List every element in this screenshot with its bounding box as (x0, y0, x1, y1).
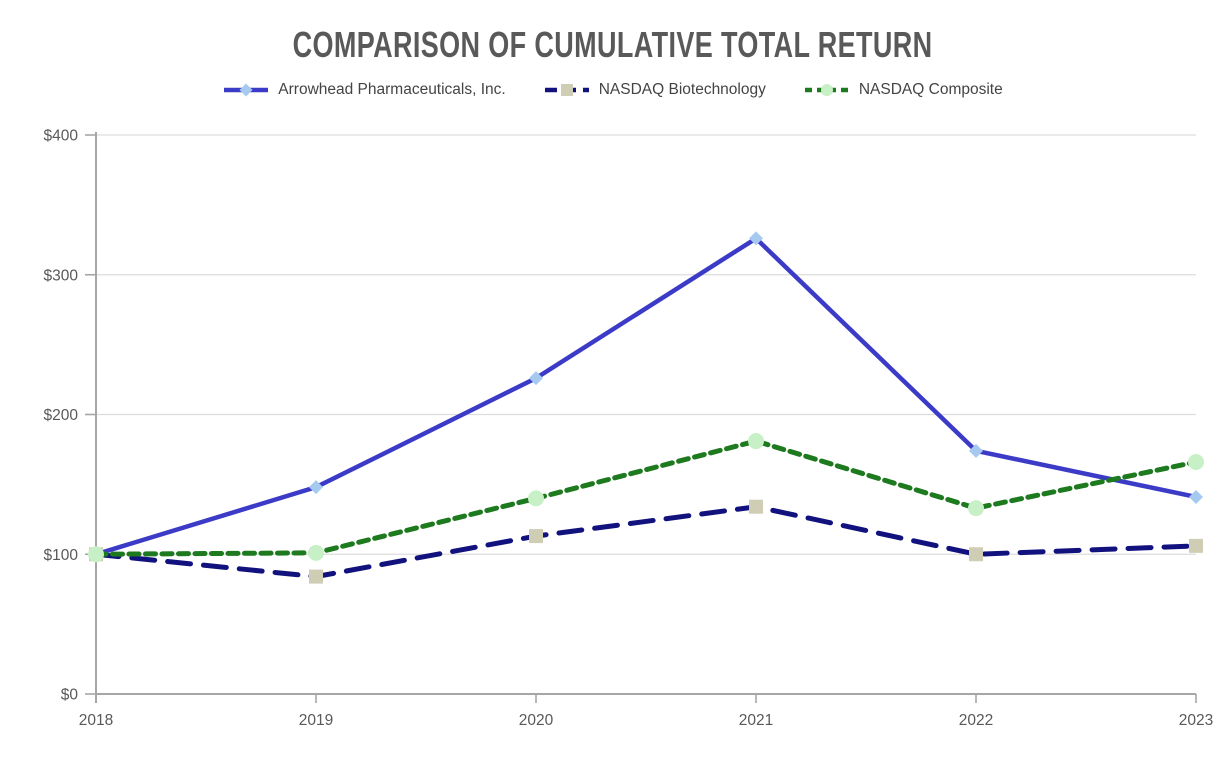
legend-item-nasdaq-composite: NASDAQ Composite (804, 81, 1003, 99)
legend-label: Arrowhead Pharmaceuticals, Inc. (278, 81, 506, 98)
y-axis-tick-label: $0 (61, 687, 79, 704)
x-axis-tick-label: 2020 (519, 712, 554, 729)
navy-square-line-icon (544, 84, 589, 96)
x-axis-tick-label: 2018 (79, 712, 113, 729)
blue-diamond-line-icon (224, 83, 269, 97)
green-circle-line-icon (804, 84, 849, 96)
x-axis-tick-label: 2021 (739, 712, 773, 729)
x-axis-tick-label: 2023 (1179, 712, 1213, 729)
legend-item-arrowhead: Arrowhead Pharmaceuticals, Inc. (223, 81, 506, 99)
series-2 (88, 433, 1204, 563)
series-1 (89, 499, 1203, 584)
chart-title: COMPARISON OF CUMULATIVE TOTAL RETURN (0, 24, 1226, 66)
y-axis-tick-label: $300 (44, 267, 79, 284)
y-axis-tick-label: $400 (44, 128, 79, 145)
y-axis-tick-label: $200 (44, 407, 79, 424)
legend-item-nasdaq-biotechnology: NASDAQ Biotechnology (544, 81, 766, 99)
y-axis-tick-label: $100 (44, 547, 79, 564)
x-axis-tick-label: 2019 (299, 712, 333, 729)
chart-legend: Arrowhead Pharmaceuticals, Inc. NASDAQ B… (0, 81, 1226, 99)
chart-title-text: COMPARISON OF CUMULATIVE TOTAL RETURN (293, 24, 933, 65)
x-axis-tick-label: 2022 (959, 712, 993, 729)
legend-label: NASDAQ Biotechnology (598, 81, 766, 98)
series-0 (89, 231, 1203, 562)
legend-label: NASDAQ Composite (858, 81, 1003, 98)
